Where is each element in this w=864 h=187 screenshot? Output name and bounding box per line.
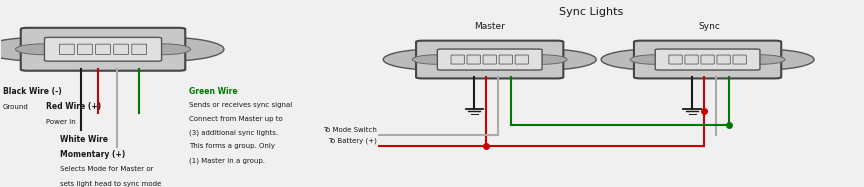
Text: Sync: Sync bbox=[698, 22, 721, 31]
Text: Sends or receives sync signal: Sends or receives sync signal bbox=[189, 102, 292, 108]
Circle shape bbox=[737, 55, 785, 64]
Circle shape bbox=[708, 49, 814, 70]
Circle shape bbox=[136, 44, 191, 55]
FancyBboxPatch shape bbox=[44, 37, 162, 61]
FancyBboxPatch shape bbox=[733, 55, 746, 64]
Circle shape bbox=[103, 37, 224, 61]
FancyBboxPatch shape bbox=[634, 41, 781, 78]
Text: Black Wire (-): Black Wire (-) bbox=[3, 87, 62, 96]
FancyBboxPatch shape bbox=[114, 44, 129, 54]
FancyBboxPatch shape bbox=[451, 55, 464, 64]
FancyBboxPatch shape bbox=[701, 55, 715, 64]
Text: Ground: Ground bbox=[3, 104, 29, 110]
Text: Momentary (+): Momentary (+) bbox=[60, 150, 125, 159]
Circle shape bbox=[384, 49, 489, 70]
FancyBboxPatch shape bbox=[717, 55, 730, 64]
Text: To Mode Switch: To Mode Switch bbox=[323, 127, 377, 133]
FancyBboxPatch shape bbox=[78, 44, 92, 54]
FancyBboxPatch shape bbox=[21, 28, 185, 71]
FancyBboxPatch shape bbox=[416, 41, 563, 78]
FancyBboxPatch shape bbox=[96, 44, 111, 54]
FancyBboxPatch shape bbox=[515, 55, 529, 64]
FancyBboxPatch shape bbox=[467, 55, 480, 64]
Text: Sync Lights: Sync Lights bbox=[559, 7, 624, 16]
Text: Connect from Master up to: Connect from Master up to bbox=[189, 116, 283, 122]
Circle shape bbox=[0, 37, 104, 61]
Text: Red Wire (+): Red Wire (+) bbox=[46, 102, 101, 111]
Text: (1) Master in a group.: (1) Master in a group. bbox=[189, 157, 265, 163]
Text: (3) additional sync lights.: (3) additional sync lights. bbox=[189, 130, 278, 136]
Circle shape bbox=[412, 55, 460, 64]
FancyBboxPatch shape bbox=[669, 55, 683, 64]
FancyBboxPatch shape bbox=[685, 55, 698, 64]
Text: Power In: Power In bbox=[46, 119, 76, 125]
Text: Master: Master bbox=[474, 22, 505, 31]
Circle shape bbox=[16, 44, 70, 55]
FancyBboxPatch shape bbox=[483, 55, 496, 64]
Circle shape bbox=[630, 55, 678, 64]
Text: This forms a group. Only: This forms a group. Only bbox=[189, 143, 275, 149]
Text: To Battery (+): To Battery (+) bbox=[328, 138, 377, 144]
Text: Selects Mode for Master or: Selects Mode for Master or bbox=[60, 165, 154, 171]
FancyBboxPatch shape bbox=[132, 44, 147, 54]
Text: Green Wire: Green Wire bbox=[189, 87, 238, 96]
Circle shape bbox=[601, 49, 707, 70]
FancyBboxPatch shape bbox=[655, 49, 760, 70]
Text: sets light head to sync mode: sets light head to sync mode bbox=[60, 181, 162, 187]
Text: White Wire: White Wire bbox=[60, 135, 108, 144]
Circle shape bbox=[490, 49, 596, 70]
FancyBboxPatch shape bbox=[437, 49, 542, 70]
FancyBboxPatch shape bbox=[60, 44, 74, 54]
Circle shape bbox=[519, 55, 567, 64]
FancyBboxPatch shape bbox=[499, 55, 512, 64]
